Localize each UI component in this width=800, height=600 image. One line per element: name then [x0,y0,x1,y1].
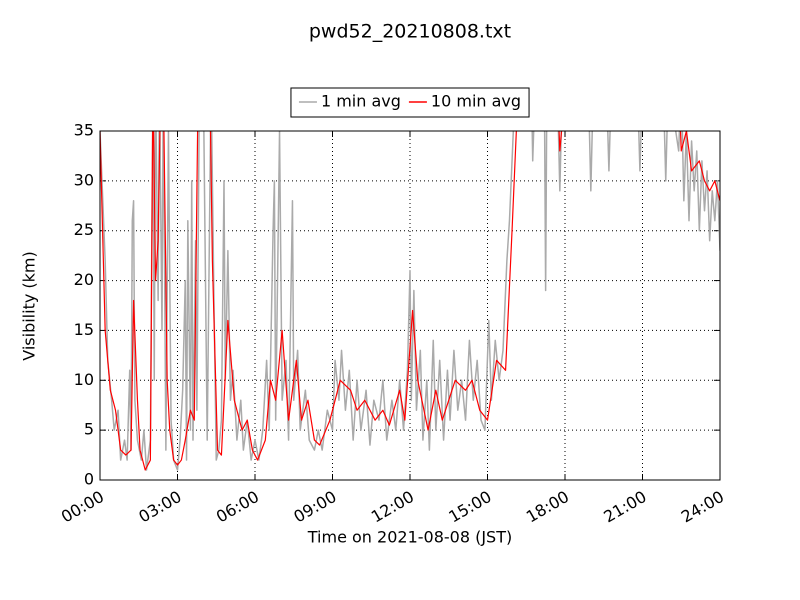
chart-title: pwd52_20210808.txt [309,21,511,43]
y-tick-label: 10 [74,370,94,389]
y-tick-label: 35 [74,121,94,140]
plot-area [100,131,720,471]
x-tick-label: 03:00 [135,487,184,527]
y-axis-label: Visibility (km) [20,251,39,360]
y-tick-label: 0 [84,470,94,489]
legend-label: 10 min avg [431,92,521,111]
data-line [100,131,720,471]
x-axis-label: Time on 2021-08-08 (JST) [307,528,512,547]
plot-frame [99,130,721,481]
y-tick-label: 30 [74,170,94,189]
legend: 1 min avg 10 min avg [290,87,530,118]
y-tick-label: 15 [74,320,94,339]
x-tick-label: 12:00 [368,487,417,527]
x-tick-label: 21:00 [600,487,649,527]
x-tick-label: 24:00 [678,487,727,527]
x-tick-label: 09:00 [290,487,339,527]
y-tick-label: 25 [74,220,94,239]
x-tick-label: 18:00 [523,487,572,527]
data-line [100,131,720,471]
y-tick-label: 5 [84,420,94,439]
x-tick-label: 06:00 [213,487,262,527]
y-tick-label: 20 [74,270,94,289]
x-tick-label: 00:00 [58,487,107,527]
x-tick-label: 15:00 [445,487,494,527]
legend-label: 1 min avg [321,92,401,111]
grid: 0 5 10 15 20 25 30 35 00:00 03:00 06:00 09:00 12:00 1… [58,121,727,527]
